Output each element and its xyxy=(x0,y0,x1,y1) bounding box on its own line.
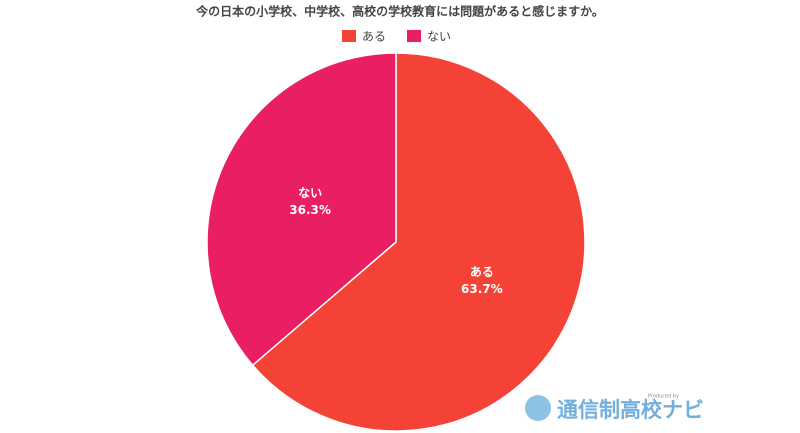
legend: ある ない xyxy=(342,30,451,44)
watermark-produced-by: Produced by xyxy=(648,394,679,400)
pie-slice xyxy=(251,52,586,432)
slice-value-label: 63.7% xyxy=(461,282,503,296)
slice-category-label: ない xyxy=(298,186,322,200)
pie: ある 63.7% ない 36.3% xyxy=(206,52,586,432)
watermark: Produced by 通信制高校ナビ xyxy=(525,394,704,422)
logo-icon xyxy=(525,395,551,421)
slice-category-label: ある xyxy=(470,265,494,279)
slice-value-label: 36.3% xyxy=(289,203,331,217)
legend-label: ある xyxy=(362,30,386,44)
legend-swatch xyxy=(407,30,421,42)
legend-label: ない xyxy=(427,30,451,44)
pie-slice xyxy=(206,52,397,367)
watermark-brand: 通信制高校ナビ xyxy=(557,398,704,422)
legend-swatch xyxy=(342,30,356,42)
chart-title: 今の日本の小学校、中学校、高校の学校教育には問題があると感じますか。 xyxy=(195,4,604,19)
